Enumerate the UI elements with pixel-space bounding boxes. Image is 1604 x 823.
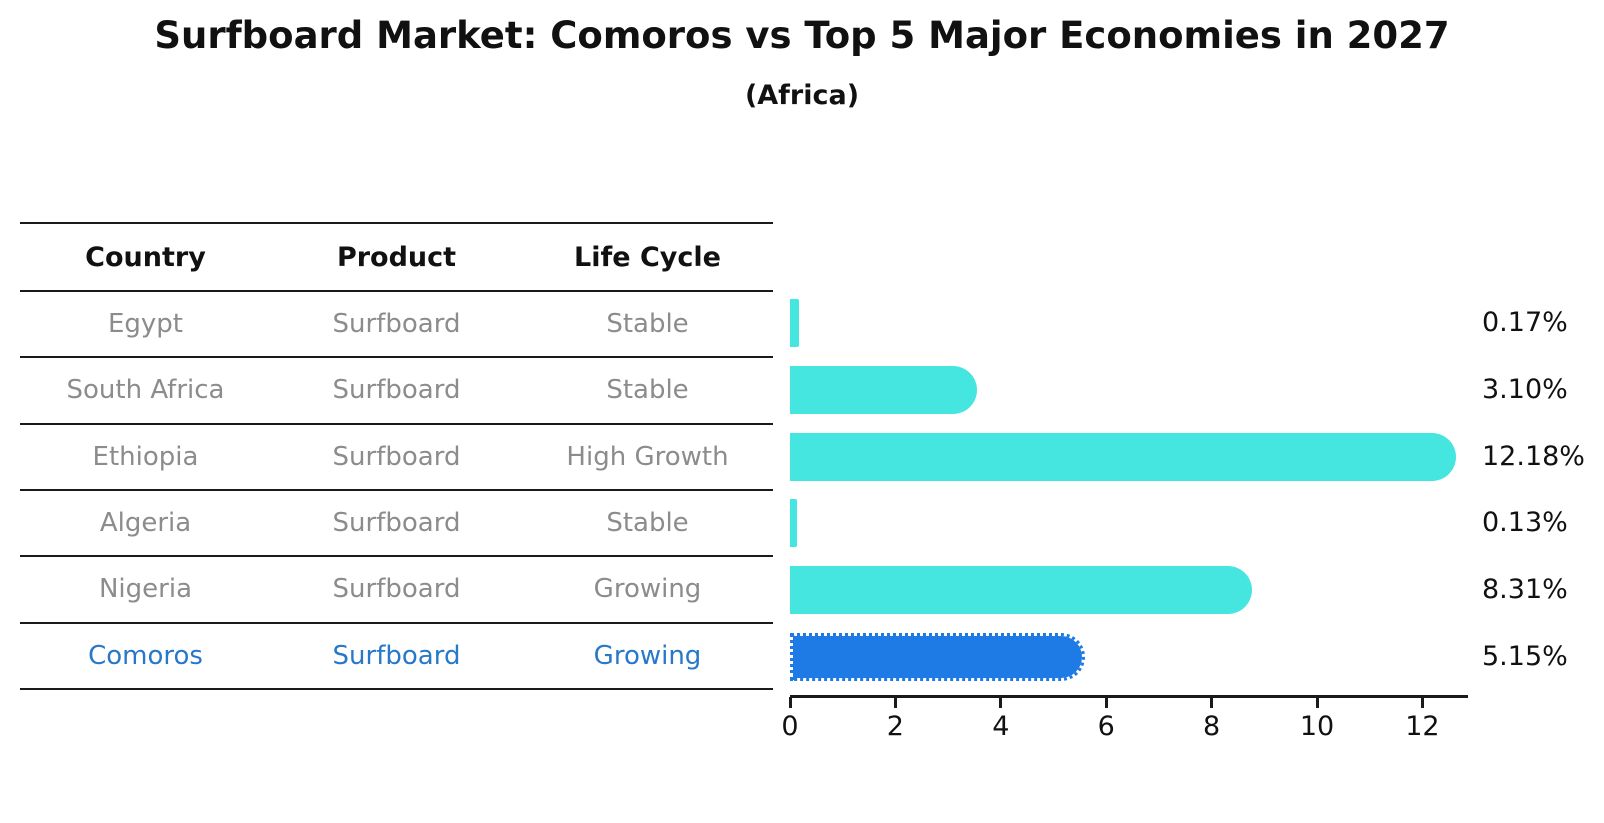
table-cell-life-cycle: Growing [593,640,702,671]
table-cell-country: Egypt [107,309,184,340]
table-cell-life-cycle: Growing [593,574,702,605]
table-cell-country: Nigeria [98,574,193,605]
x-tick-label: 4 [992,711,1010,742]
bar-algeria [790,499,797,548]
table-row: South Africa Surfboard Stable [20,358,773,425]
x-tick-label: 8 [1203,711,1221,742]
x-tick-mark [1210,697,1214,708]
x-tick-label: 2 [886,711,904,742]
table-cell-country: South Africa [66,375,225,406]
x-tick-mark [893,697,897,708]
table-cell-life-cycle: Stable [606,375,689,406]
table-cell-product: Surfboard [332,309,461,340]
bar-value-label: 0.13% [1482,507,1568,539]
table-row: Nigeria Surfboard Growing [20,557,773,624]
x-tick-mark [788,697,792,708]
table-cell-product: Surfboard [332,441,461,472]
table-row: Ethiopia Surfboard High Growth [20,425,773,491]
bar-south-africa [790,366,978,414]
chart-subtitle: (Africa) [744,80,860,111]
bar-value-label: 5.15% [1482,640,1568,672]
table-cell-country: Ethiopia [92,441,199,472]
table-cell-product: Surfboard [332,508,461,539]
table-row: Egypt Surfboard Stable [20,292,773,359]
x-tick-label: 12 [1405,711,1440,742]
bar-comoros-highlight [790,632,1086,681]
chart-title: Surfboard Market: Comoros vs Top 5 Major… [154,14,1450,57]
table-row: Algeria Surfboard Stable [20,491,773,558]
x-tick-label: 6 [1097,711,1115,742]
table-cell-product: Surfboard [332,375,461,406]
bar-ethiopia [790,432,1456,481]
table-cell-country: Comoros [88,640,203,671]
table-cell-life-cycle: Stable [606,508,689,539]
x-tick-label: 10 [1299,711,1335,742]
x-tick-mark [999,697,1003,708]
x-tick-mark [1420,697,1424,708]
table-header-product: Product [336,241,457,273]
table-header-row: Country Product Life Cycle [20,224,773,292]
table-cell-country: Algeria [99,508,192,539]
bar-value-label: 8.31% [1482,574,1568,605]
bar-value-label: 0.17% [1482,307,1568,339]
table-cell-product: Surfboard [332,574,461,605]
table-cell-product: Surfboard [332,640,461,671]
bar-value-label: 3.10% [1482,374,1568,405]
x-tick-mark [1315,697,1319,708]
x-tick-mark [1104,697,1108,708]
bar-egypt [790,299,799,348]
table-row: Comoros Surfboard Growing [20,624,773,690]
country-table: Country Product Life Cycle Egypt Surfboar… [20,222,773,690]
table-header-life-cycle: Life Cycle [574,241,721,273]
table-cell-life-cycle: Stable [606,309,689,340]
table-cell-life-cycle: High Growth [566,441,729,472]
x-axis-line [790,695,1468,698]
x-tick-label: 0 [781,711,799,742]
bar-value-label: 12.18% [1482,440,1585,472]
table-header-country: Country [85,241,206,273]
bar-nigeria [790,566,1252,614]
